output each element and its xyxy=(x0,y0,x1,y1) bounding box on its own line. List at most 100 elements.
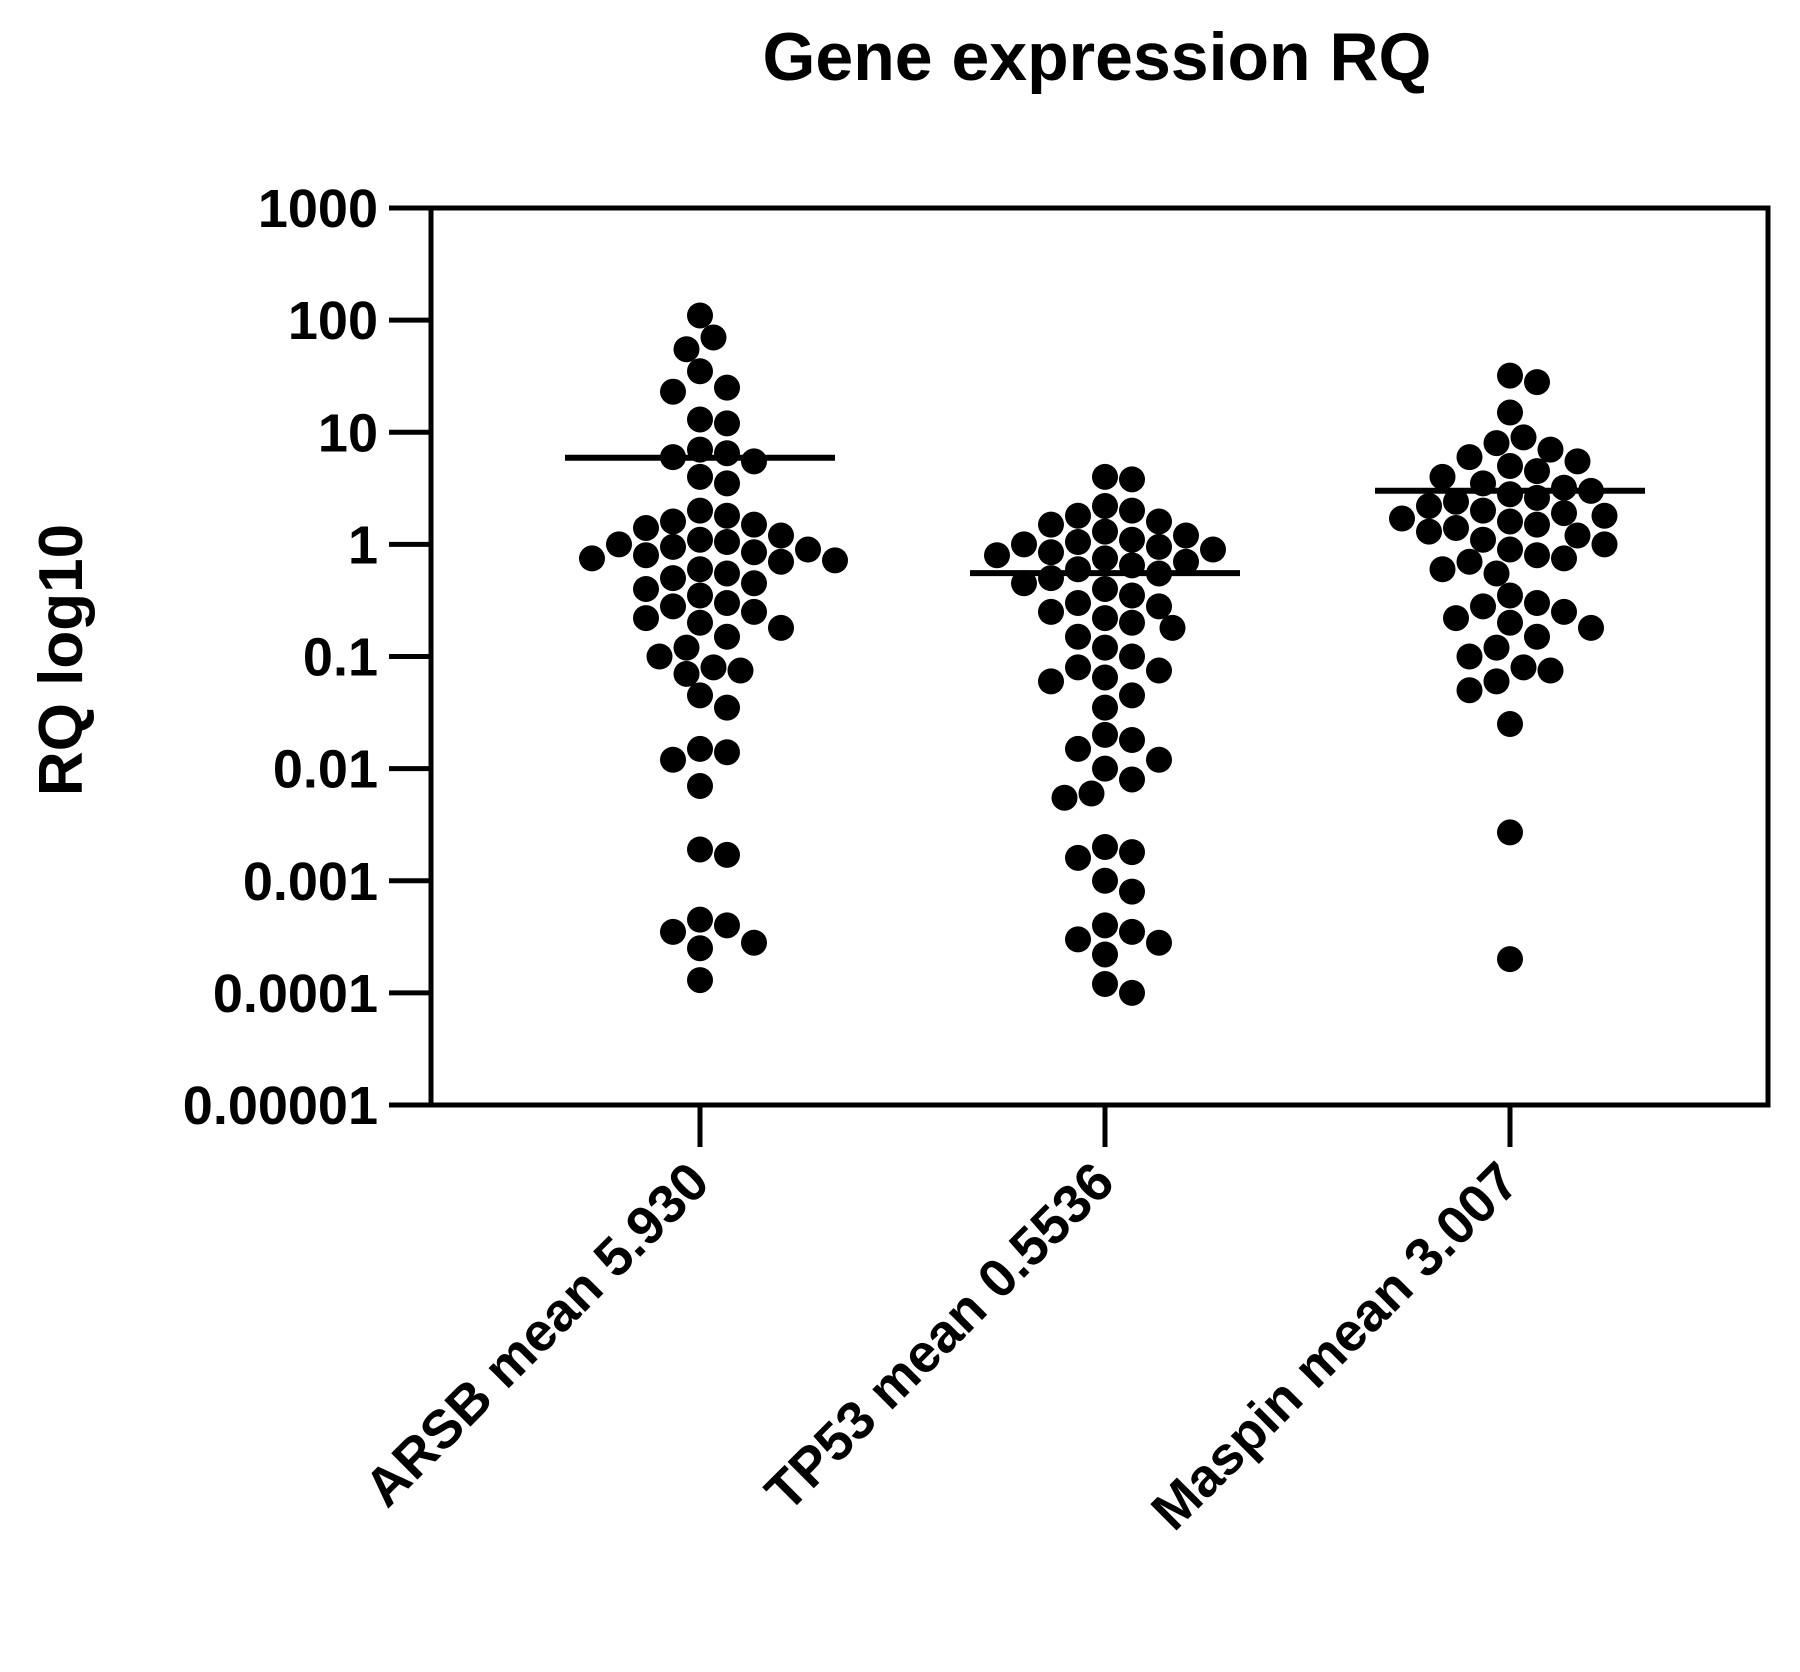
data-point xyxy=(687,682,713,709)
data-point xyxy=(1038,668,1064,695)
data-point xyxy=(1497,453,1523,480)
y-tick-label: 100 xyxy=(288,291,378,351)
data-point xyxy=(633,514,659,541)
data-point xyxy=(1524,484,1550,511)
data-point xyxy=(1537,657,1564,684)
data-point xyxy=(741,929,767,956)
data-point xyxy=(633,542,659,569)
data-point xyxy=(1551,474,1577,501)
data-point xyxy=(1591,531,1618,558)
data-point xyxy=(768,614,794,641)
data-point xyxy=(687,526,713,553)
data-point xyxy=(1497,582,1523,609)
data-point xyxy=(1443,514,1469,541)
data-point xyxy=(1092,518,1118,545)
data-point xyxy=(606,531,632,558)
data-point xyxy=(1429,463,1456,490)
data-point xyxy=(660,378,686,405)
y-tick-label: 0.01 xyxy=(273,740,378,800)
data-point xyxy=(687,735,713,762)
data-point xyxy=(1119,839,1145,866)
data-point xyxy=(1524,590,1550,617)
data-point xyxy=(1497,609,1523,636)
data-point xyxy=(1065,926,1091,953)
data-point xyxy=(687,556,713,583)
data-point xyxy=(1011,531,1037,558)
data-point xyxy=(1443,488,1469,515)
y-tick-label: 1000 xyxy=(258,179,378,239)
data-point xyxy=(1470,497,1496,524)
data-point xyxy=(1483,560,1510,587)
data-point xyxy=(714,623,740,650)
data-point xyxy=(714,560,740,587)
data-point xyxy=(1146,560,1172,587)
data-point xyxy=(1416,492,1442,519)
data-point xyxy=(1146,508,1172,535)
data-point xyxy=(1092,941,1118,968)
data-point xyxy=(741,511,767,538)
data-point xyxy=(1119,878,1145,905)
data-point xyxy=(714,841,740,868)
data-point xyxy=(646,643,673,670)
data-point xyxy=(1119,682,1145,709)
data-point xyxy=(687,609,713,636)
data-point xyxy=(1591,502,1618,529)
data-point xyxy=(660,444,686,471)
data-point xyxy=(1092,664,1118,691)
data-point xyxy=(687,406,713,433)
data-points xyxy=(579,302,1618,1006)
data-point xyxy=(1146,593,1172,620)
data-point xyxy=(1119,497,1145,524)
data-point xyxy=(768,548,794,575)
data-point xyxy=(1038,539,1064,566)
data-point xyxy=(1119,609,1145,636)
data-point xyxy=(1537,436,1564,463)
data-point xyxy=(1092,970,1118,997)
data-point xyxy=(1092,634,1118,661)
data-point xyxy=(1146,657,1172,684)
data-point xyxy=(687,582,713,609)
data-point xyxy=(1524,542,1550,569)
data-point xyxy=(1456,677,1483,704)
data-point xyxy=(1524,511,1550,538)
data-point xyxy=(687,906,713,933)
data-point xyxy=(1483,430,1510,457)
data-point xyxy=(1416,518,1442,545)
data-point xyxy=(1092,463,1118,490)
data-point xyxy=(1524,369,1550,396)
data-point xyxy=(1524,458,1550,485)
data-point xyxy=(1510,654,1537,681)
data-point xyxy=(1470,470,1496,497)
data-point xyxy=(1578,614,1604,641)
y-tick-label: 10 xyxy=(318,403,378,463)
data-point xyxy=(1483,634,1510,661)
data-point xyxy=(700,654,727,681)
data-point xyxy=(1429,556,1456,583)
data-point xyxy=(1456,548,1483,575)
data-point xyxy=(1497,711,1523,738)
data-point xyxy=(1200,536,1226,563)
data-point xyxy=(1119,552,1145,579)
data-point xyxy=(1119,582,1145,609)
data-point xyxy=(1510,424,1537,451)
data-point xyxy=(633,605,659,632)
y-axis-ticks: 0.00001 0.0001 0.001 0.01 0.1 1 10 100 1000 xyxy=(183,179,431,1136)
data-point xyxy=(700,324,727,351)
x-tick-label: TP53 mean 0.5536 xyxy=(754,1151,1125,1522)
data-point xyxy=(1497,508,1523,535)
data-point xyxy=(633,575,659,602)
data-point xyxy=(1524,623,1550,650)
data-point xyxy=(795,536,821,563)
data-point xyxy=(714,694,740,721)
data-point xyxy=(1146,929,1172,956)
data-point xyxy=(687,497,713,524)
y-tick-label: 0.1 xyxy=(303,628,378,688)
y-tick-label: 0.001 xyxy=(243,852,378,912)
data-point xyxy=(1092,605,1118,632)
data-point xyxy=(1146,746,1172,773)
data-point xyxy=(1564,448,1591,475)
data-point xyxy=(1497,946,1523,973)
data-point xyxy=(1456,444,1483,471)
data-point xyxy=(1551,545,1577,572)
data-point xyxy=(687,436,713,463)
